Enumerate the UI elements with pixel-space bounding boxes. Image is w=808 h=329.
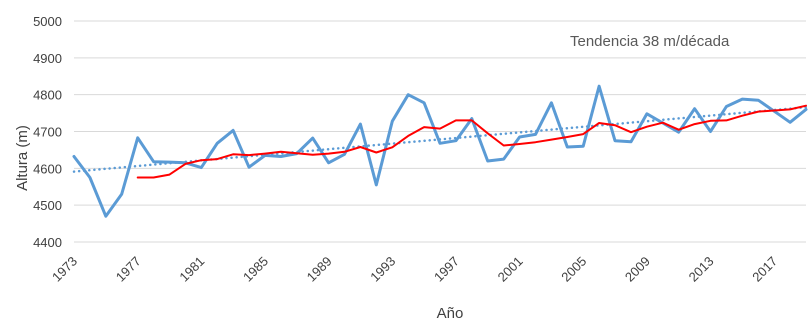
y-tick-label: 5000 bbox=[33, 14, 62, 29]
y-axis-title: Altura (m) bbox=[14, 125, 31, 191]
x-axis-title: Año bbox=[437, 305, 464, 322]
x-tick-labels: 1973 1977 1981 1985 1989 1993 1997 2001 2005 2009… bbox=[49, 254, 780, 285]
x-tick-label: 1973 bbox=[49, 254, 80, 285]
y-tick-label: 4600 bbox=[33, 161, 62, 176]
series-lines bbox=[72, 84, 808, 218]
x-tick-label: 2013 bbox=[686, 254, 717, 285]
y-tick-label: 4800 bbox=[33, 88, 62, 103]
x-tick-label: 2017 bbox=[749, 254, 780, 285]
y-tick-labels: 4400 4500 4600 4700 4800 4900 5000 bbox=[33, 14, 62, 250]
x-tick-label: 2009 bbox=[622, 254, 653, 285]
trend-annotation: Tendencia 38 m/década bbox=[570, 33, 730, 50]
y-tick-label: 4700 bbox=[33, 125, 62, 140]
x-tick-label: 1981 bbox=[176, 254, 207, 285]
moving-average-line bbox=[136, 104, 807, 179]
x-tick-label: 1985 bbox=[240, 254, 271, 285]
gridlines bbox=[74, 20, 806, 243]
x-tick-label: 1977 bbox=[113, 254, 144, 285]
annual-series-line bbox=[72, 84, 808, 218]
y-tick-label: 4500 bbox=[33, 198, 62, 213]
x-tick-label: 1997 bbox=[431, 254, 462, 285]
x-tick-label: 2001 bbox=[495, 254, 526, 285]
y-tick-label: 4900 bbox=[33, 51, 62, 66]
x-tick-label: 2005 bbox=[558, 254, 589, 285]
y-tick-label: 4400 bbox=[33, 235, 62, 250]
x-tick-label: 1989 bbox=[304, 254, 335, 285]
x-tick-label: 1993 bbox=[367, 254, 398, 285]
